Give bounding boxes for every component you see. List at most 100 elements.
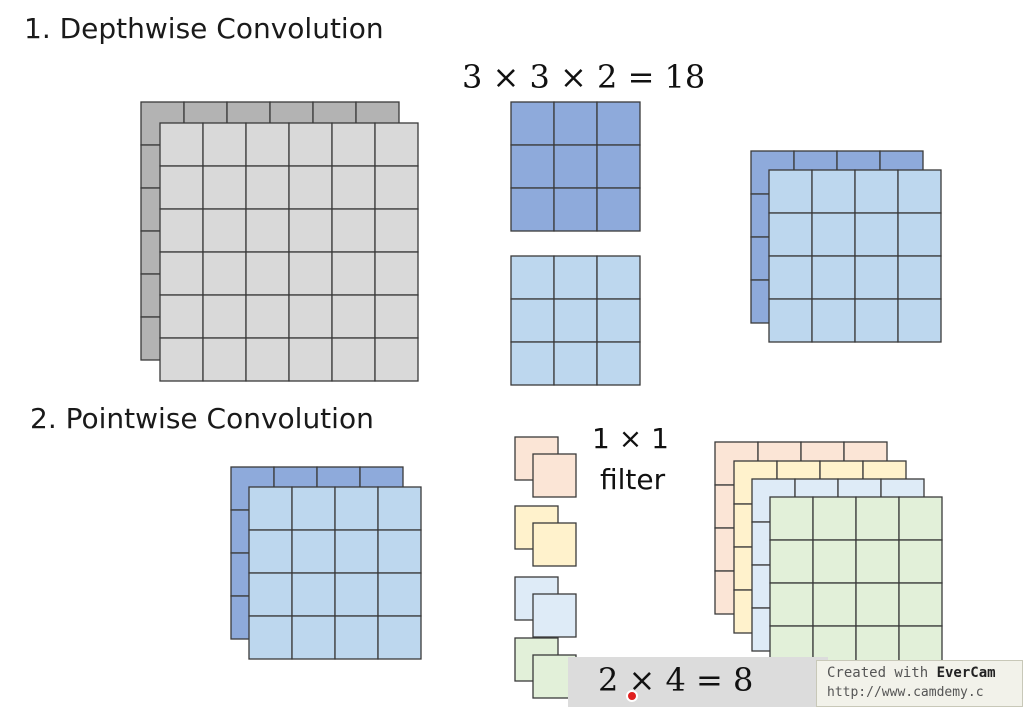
pointwise-input-front-cell — [334, 572, 379, 617]
depthwise-kernel-1-cell — [553, 101, 598, 146]
input-channel-front-cell — [245, 208, 290, 253]
input-channel-front-cell — [159, 251, 204, 296]
input-channel-front-cell — [331, 122, 376, 167]
pointwise-input-front-cell — [248, 529, 293, 574]
watermark-prefix: Created with — [827, 665, 937, 681]
pointwise-param-equation: 2 × 4 = 8 — [598, 661, 754, 699]
filter-word-label: filter — [600, 463, 666, 496]
depthwise-output-front-cell — [897, 298, 942, 343]
input-channel-front-cell — [202, 251, 247, 296]
depthwise-title: 1. Depthwise Convolution — [24, 12, 384, 45]
pointwise-input-front-cell — [377, 572, 422, 617]
depthwise-output-front-cell — [811, 169, 856, 214]
input-channel-front-cell — [331, 165, 376, 210]
input-channel-front-cell — [288, 122, 333, 167]
pointwise-filter-1-front — [532, 453, 577, 498]
input-channel-front-cell — [331, 294, 376, 339]
input-channel-front-cell — [288, 337, 333, 382]
depthwise-output-front-cell — [897, 255, 942, 300]
evercam-watermark: Created with EverCam http://www.camdemy.… — [816, 660, 1023, 707]
input-channel-front-cell — [159, 294, 204, 339]
depthwise-output-front-cell — [854, 169, 899, 214]
pointwise-filter-2-front — [532, 522, 577, 567]
video-caption-bar — [568, 657, 828, 707]
pointwise-input-front-cell — [248, 572, 293, 617]
input-channel-front-cell — [159, 337, 204, 382]
depthwise-output-front-cell — [854, 212, 899, 257]
watermark-url: http://www.camdemy.c — [827, 685, 984, 700]
depthwise-output-front — [768, 169, 942, 343]
input-channel-front-cell — [159, 165, 204, 210]
depthwise-kernel-1-cell — [510, 101, 555, 146]
pointwise-input-front — [248, 486, 422, 660]
input-channel-front-cell — [331, 208, 376, 253]
pointwise-input-front-cell — [248, 615, 293, 660]
input-channel-front-cell — [245, 337, 290, 382]
depthwise-kernel-1-cell — [596, 144, 641, 189]
input-channel-front-cell — [202, 294, 247, 339]
input-channel-front — [159, 122, 419, 382]
input-channel-front-cell — [288, 165, 333, 210]
input-channel-front-cell — [202, 165, 247, 210]
pointwise-output-channel-4-cell — [812, 496, 857, 541]
pointwise-output-channel-4-cell — [855, 496, 900, 541]
input-channel-front-cell — [374, 294, 419, 339]
depthwise-output-front-cell — [768, 255, 813, 300]
pointwise-input-front-cell — [291, 486, 336, 531]
pointwise-output-channel-4-cell — [855, 582, 900, 627]
depthwise-kernel-2-cell — [596, 298, 641, 343]
input-channel-front-cell — [331, 337, 376, 382]
depthwise-kernel-2 — [510, 255, 641, 386]
pointwise-output-channel-4-cell — [812, 582, 857, 627]
pointwise-output-channel-4-cell — [769, 582, 814, 627]
pointwise-input-front-cell — [334, 486, 379, 531]
pointwise-filter-3-front — [532, 593, 577, 638]
depthwise-kernel-2-cell — [510, 298, 555, 343]
depthwise-output-front-cell — [854, 298, 899, 343]
watermark-brand: EverCam — [936, 665, 996, 681]
filter-size-label: 1 × 1 — [592, 422, 669, 455]
pointwise-output-channel-4-cell — [898, 582, 943, 627]
pointwise-input-front-cell — [377, 529, 422, 574]
pointwise-input-front-cell — [248, 486, 293, 531]
depthwise-kernel-2-cell — [510, 341, 555, 386]
depthwise-output-front-cell — [897, 169, 942, 214]
input-channel-front-cell — [288, 251, 333, 296]
input-channel-front-cell — [202, 208, 247, 253]
depthwise-param-equation: 3 × 3 × 2 = 18 — [462, 58, 706, 96]
pointwise-input-front-cell — [291, 529, 336, 574]
depthwise-kernel-2-cell — [553, 298, 598, 343]
input-channel-front-cell — [331, 251, 376, 296]
input-channel-front-cell — [245, 122, 290, 167]
pointwise-output-channel-4-cell — [855, 539, 900, 584]
depthwise-output-front-cell — [768, 169, 813, 214]
depthwise-output-front-cell — [811, 212, 856, 257]
pointwise-output-channel-4-cell — [898, 496, 943, 541]
pointwise-input-front-cell — [377, 486, 422, 531]
depthwise-output-front-cell — [897, 212, 942, 257]
pointwise-output-channel-4-cell — [898, 539, 943, 584]
depthwise-kernel-1-cell — [596, 101, 641, 146]
depthwise-output-front-cell — [811, 255, 856, 300]
watermark-text: Created with EverCam — [827, 665, 1022, 681]
depthwise-kernel-2-cell — [596, 341, 641, 386]
cursor-dot-icon — [626, 690, 638, 702]
input-channel-front-cell — [288, 294, 333, 339]
pointwise-input-front-cell — [291, 615, 336, 660]
depthwise-output-front-cell — [768, 298, 813, 343]
depthwise-output-front-cell — [768, 212, 813, 257]
depthwise-kernel-1-cell — [510, 144, 555, 189]
depthwise-output-front-cell — [854, 255, 899, 300]
depthwise-kernel-1-cell — [596, 187, 641, 232]
input-channel-front-cell — [288, 208, 333, 253]
depthwise-kernel-2-cell — [596, 255, 641, 300]
depthwise-kernel-1-cell — [553, 144, 598, 189]
input-channel-front-cell — [202, 337, 247, 382]
depthwise-kernel-2-cell — [553, 255, 598, 300]
pointwise-output-channel-4-cell — [769, 496, 814, 541]
pointwise-title: 2. Pointwise Convolution — [30, 402, 374, 435]
pointwise-input-front-cell — [291, 572, 336, 617]
input-channel-front-cell — [374, 122, 419, 167]
depthwise-kernel-2-cell — [510, 255, 555, 300]
depthwise-kernel-1 — [510, 101, 641, 232]
